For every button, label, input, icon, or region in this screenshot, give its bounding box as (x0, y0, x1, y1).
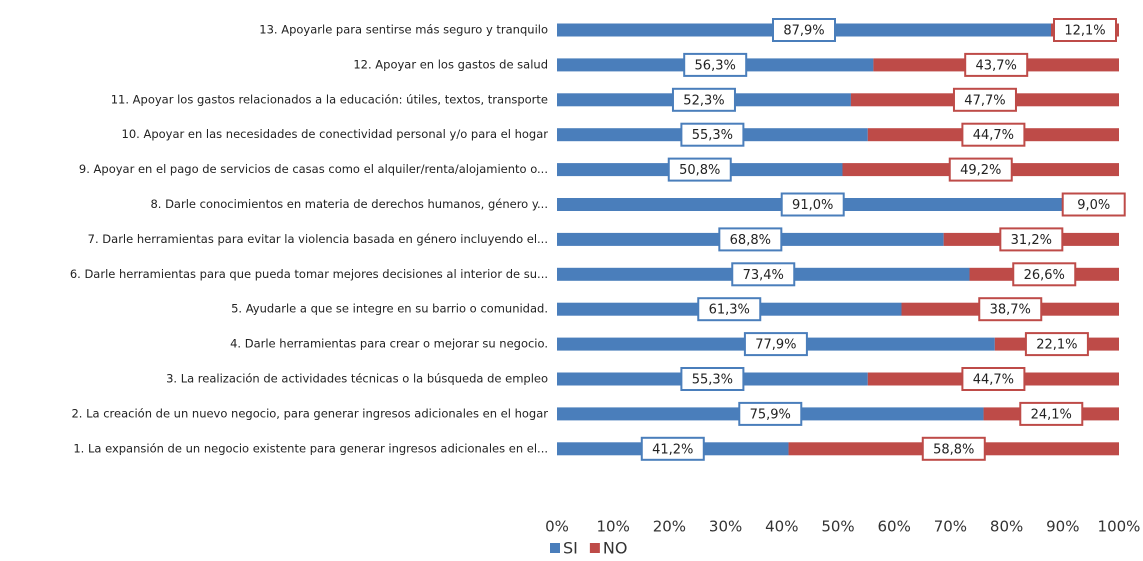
x-tick-label: 90% (1046, 518, 1079, 536)
value-label: 55,3% (692, 373, 733, 388)
value-label-box (743, 332, 808, 357)
value-label-box (961, 367, 1026, 391)
value-label: 22,1% (1036, 338, 1077, 353)
x-tick-label: 40% (765, 518, 798, 536)
category-label: 6. Darle herramientas para que pueda tom… (70, 267, 548, 281)
value-label-box (952, 87, 1017, 112)
value-label-box (671, 87, 736, 112)
value-label-box (978, 297, 1043, 322)
category-label: 4. Darle herramientas para crear o mejor… (230, 337, 548, 351)
x-tick-label: 10% (597, 518, 630, 536)
value-label-box (1061, 192, 1126, 217)
legend-swatch (550, 543, 560, 553)
value-label: 52,3% (683, 93, 724, 108)
x-tick-label: 100% (1098, 518, 1141, 536)
legend-label: NO (603, 539, 628, 558)
value-label-box (1024, 332, 1089, 357)
legend-swatch (589, 543, 600, 553)
value-label-box (1012, 262, 1077, 287)
value-label-box (680, 122, 745, 147)
x-tick-label: 20% (653, 518, 686, 536)
value-label: 56,3% (695, 58, 736, 73)
value-label-box (640, 436, 705, 461)
legend-label: SI (563, 539, 578, 558)
value-label: 43,7% (976, 58, 1017, 73)
value-label-box (780, 192, 845, 217)
category-label: 7. Darle herramientas para evitar la vio… (88, 232, 548, 246)
value-label-box (1019, 401, 1084, 426)
value-label: 44,7% (973, 373, 1014, 388)
value-label: 87,9% (783, 24, 824, 39)
value-label: 58,8% (933, 442, 974, 457)
value-label-box (738, 401, 803, 426)
value-label-box (961, 122, 1026, 147)
value-label-box (771, 18, 836, 42)
value-label-box (697, 297, 762, 322)
value-label-box (948, 157, 1013, 182)
value-label: 49,2% (960, 163, 1001, 178)
value-label: 41,2% (652, 442, 693, 457)
value-label: 26,6% (1024, 268, 1065, 283)
category-label: 9. Apoyar en el pago de servicios de cas… (79, 162, 548, 176)
value-label-box (667, 157, 732, 182)
value-label: 44,7% (973, 128, 1014, 143)
category-label: 13. Apoyarle para sentirse más seguro y … (259, 23, 548, 37)
value-label: 73,4% (743, 268, 784, 283)
value-label: 24,1% (1031, 407, 1072, 422)
category-label: 12. Apoyar en los gastos de salud (353, 57, 548, 71)
x-tick-label: 50% (821, 518, 854, 536)
x-tick-label: 60% (878, 518, 911, 536)
x-tick-label: 0% (545, 518, 569, 536)
value-label: 50,8% (679, 163, 720, 178)
category-label: 2. La creación de un nuevo negocio, para… (71, 406, 548, 420)
x-tick-label: 70% (934, 518, 967, 536)
value-label: 75,9% (750, 407, 791, 422)
value-label: 77,9% (755, 338, 796, 353)
value-label-box (999, 227, 1064, 252)
category-label: 1. La expansión de un negocio existente … (73, 441, 548, 455)
value-label: 91,0% (792, 198, 833, 213)
value-label: 68,8% (730, 233, 771, 248)
x-tick-label: 30% (709, 518, 742, 536)
value-label-box (731, 262, 796, 287)
category-label: 5. Ayudarle a que se integre en su barri… (231, 302, 548, 316)
value-label: 38,7% (990, 303, 1031, 318)
category-label: 11. Apoyar los gastos relacionados a la … (111, 92, 548, 106)
value-label-box (1052, 18, 1117, 42)
value-label-box (683, 52, 748, 77)
value-label: 47,7% (964, 93, 1005, 108)
category-label: 10. Apoyar en las necesidades de conecti… (122, 127, 549, 141)
value-label: 55,3% (692, 128, 733, 143)
value-label-box (718, 227, 783, 252)
value-label: 9,0% (1077, 198, 1110, 213)
value-label: 31,2% (1011, 233, 1052, 248)
value-label-box (964, 52, 1029, 77)
value-label-box (680, 367, 745, 391)
category-label: 3. La realización de actividades técnica… (166, 372, 548, 386)
value-label: 61,3% (709, 303, 750, 318)
category-label: 8. Darle conocimientos en materia de der… (150, 197, 548, 211)
x-tick-label: 80% (990, 518, 1023, 536)
value-label: 12,1% (1064, 24, 1105, 39)
value-label-box (921, 436, 986, 461)
